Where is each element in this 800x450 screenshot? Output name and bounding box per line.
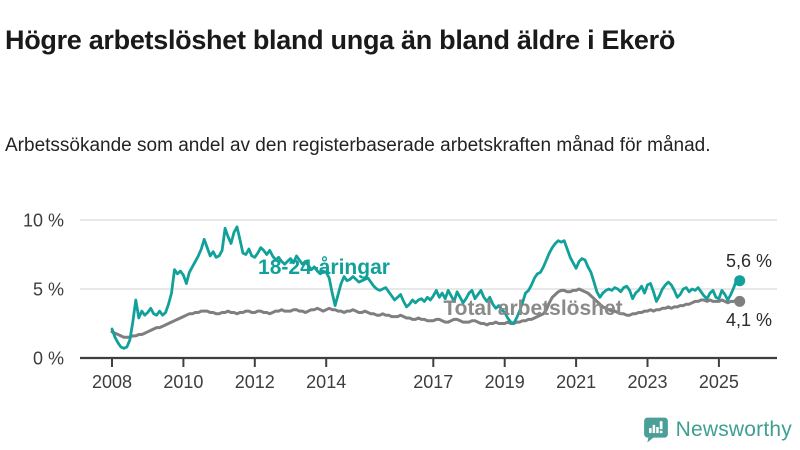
x-axis-label-2012: 2012 bbox=[235, 372, 275, 392]
series-line-total bbox=[110, 287, 742, 339]
chart-inline-labels: 18-24-åringar Total arbetslöshet 5,6 % 4… bbox=[258, 251, 772, 330]
newsworthy-logo[interactable]: Newsworthy bbox=[643, 416, 792, 443]
series-line-young bbox=[110, 225, 742, 350]
y-axis-label-5pct: 5 % bbox=[33, 280, 64, 300]
x-axis-label-2021: 2021 bbox=[556, 372, 596, 392]
end-value-young: 5,6 % bbox=[726, 251, 772, 271]
x-axis-label-2010: 2010 bbox=[163, 372, 203, 392]
newsworthy-logo-text: Newsworthy bbox=[675, 417, 792, 441]
x-axis-label-2025: 2025 bbox=[699, 372, 739, 392]
series-label-total: Total arbetslöshet bbox=[443, 297, 622, 320]
x-axis-label-2019: 2019 bbox=[485, 372, 525, 392]
chart-axes-and-lines: 0 % 5 % 10 % 2008 2010 2012 2014 2017 2019 2021 20… bbox=[23, 211, 777, 392]
x-axis-label-2014: 2014 bbox=[306, 372, 346, 392]
x-axis-label-2008: 2008 bbox=[92, 372, 132, 392]
x-axis-label-2017: 2017 bbox=[413, 372, 453, 392]
chart-subtitle: Arbetssökande som andel av den registerb… bbox=[5, 135, 711, 156]
newsworthy-logo-icon bbox=[643, 417, 668, 443]
end-value-total: 4,1 % bbox=[726, 310, 772, 330]
chart-title: Högre arbetslöshet bland unga än bland ä… bbox=[5, 25, 676, 56]
series-end-dot-total bbox=[734, 295, 746, 307]
series-label-young: 18-24-åringar bbox=[258, 256, 390, 279]
series-end-dot-young bbox=[734, 275, 746, 287]
chart-end-dots bbox=[734, 275, 746, 307]
y-axis-label-10pct: 10 % bbox=[23, 211, 64, 231]
x-axis-label-2023: 2023 bbox=[627, 372, 667, 392]
y-axis-label-0pct: 0 % bbox=[33, 349, 64, 369]
